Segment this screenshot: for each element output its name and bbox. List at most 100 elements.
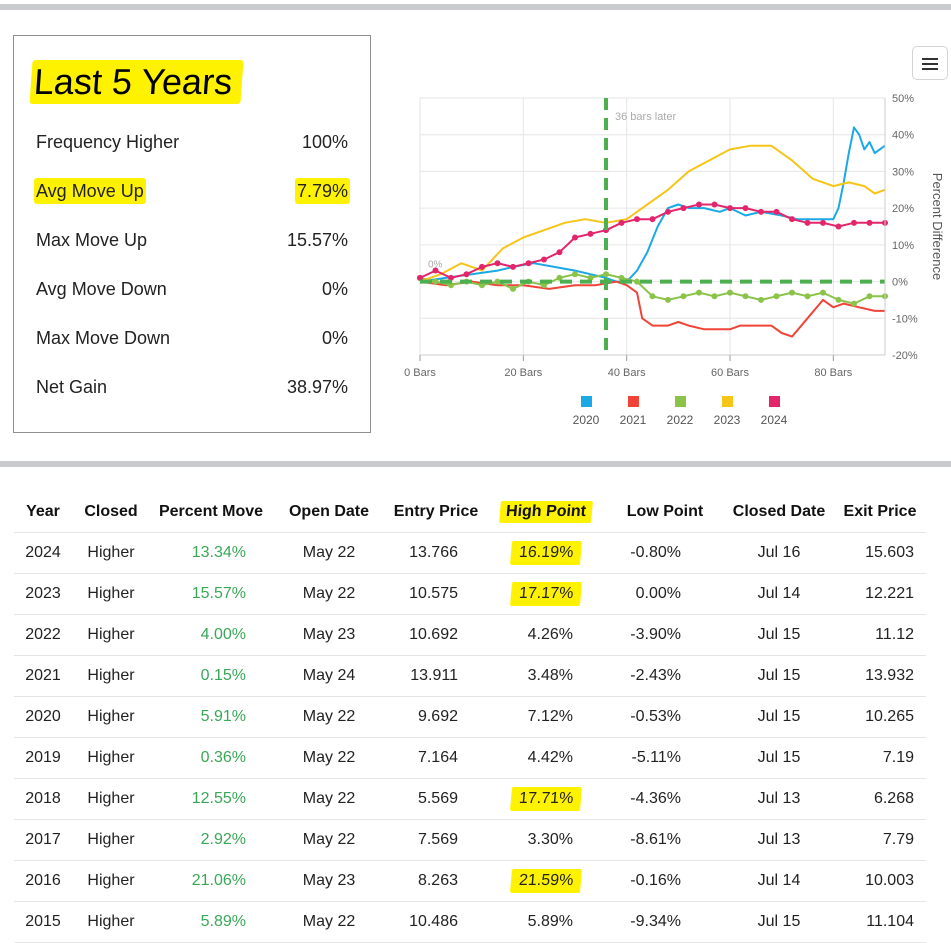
series-point-2022 xyxy=(711,293,718,300)
cell-percent-move: 21.06% xyxy=(150,860,272,902)
high-point-highlight: 21.59% xyxy=(509,869,583,893)
table-row: 2024 Higher 13.34% May 22 13.766 16.19% -0.80%… xyxy=(14,532,926,574)
stat-value: 15.57% xyxy=(286,230,348,250)
x-tick-label: 60 Bars xyxy=(711,367,749,379)
cell-exit-price: 10.003 xyxy=(834,860,926,902)
cell-closed-date: Jul 15 xyxy=(724,614,834,656)
middle-divider xyxy=(0,461,951,467)
legend-label-2021[interactable]: 2021 xyxy=(620,413,647,427)
cell-closed-date: Jul 15 xyxy=(724,901,834,943)
cell-open-date: May 22 xyxy=(272,819,386,861)
series-point-2024 xyxy=(742,205,749,212)
series-point-2024 xyxy=(634,216,640,223)
cell-entry-price: 9.692 xyxy=(386,696,486,738)
cell-low-point: -0.53% xyxy=(606,696,724,738)
cell-entry-price: 8.263 xyxy=(386,860,486,902)
table-row: 2023 Higher 15.57% May 22 10.575 17.17% 0.00% J… xyxy=(14,573,926,615)
legend-label-2022[interactable]: 2022 xyxy=(667,413,694,427)
series-point-2022 xyxy=(556,274,563,281)
series-point-2024 xyxy=(463,271,470,278)
table-row: 2022 Higher 4.00% May 23 10.692 4.26% -3.90% Ju… xyxy=(14,614,926,656)
cell-high-point: 7.12% xyxy=(486,696,606,738)
col-header-open-date[interactable]: Open Date xyxy=(272,492,386,533)
cell-exit-price: 15.603 xyxy=(834,532,926,574)
col-header-low-point[interactable]: Low Point xyxy=(606,492,724,533)
cell-year: 2022 xyxy=(14,614,72,656)
cell-closed: Higher xyxy=(72,696,150,738)
col-header-year[interactable]: Year xyxy=(14,492,72,533)
col-header-percent-move[interactable]: Percent Move xyxy=(150,492,272,533)
col-header-exit-price[interactable]: Exit Price xyxy=(834,492,926,533)
cell-low-point: -5.11% xyxy=(606,737,724,779)
high-point-highlight: 17.17% xyxy=(509,582,583,606)
cell-closed-date: Jul 13 xyxy=(724,778,834,820)
series-point-2022 xyxy=(587,274,594,281)
cell-open-date: May 22 xyxy=(272,901,386,943)
stat-row-avg-move-up: Avg Move Up 7.79% xyxy=(34,178,350,204)
stat-row-max-move-down: Max Move Down 0% xyxy=(34,325,350,351)
y-tick-label: 0% xyxy=(892,277,908,289)
cell-closed: Higher xyxy=(72,655,150,697)
legend-swatch-2022 xyxy=(675,396,686,407)
cell-closed: Higher xyxy=(72,573,150,615)
top-divider xyxy=(0,4,951,10)
series-point-2022 xyxy=(649,293,656,300)
col-header-closed[interactable]: Closed xyxy=(72,492,150,533)
x-tick-label: 80 Bars xyxy=(814,367,852,379)
cell-percent-move: 2.92% xyxy=(150,819,272,861)
series-line-2023 xyxy=(419,144,886,283)
cell-high-point: 3.48% xyxy=(486,655,606,697)
series-line-2020 xyxy=(419,126,886,283)
series-point-2024 xyxy=(525,260,532,267)
cell-year: 2017 xyxy=(14,819,72,861)
series-point-2022 xyxy=(866,293,873,300)
cell-exit-price: 11.104 xyxy=(834,901,926,943)
series-point-2022 xyxy=(804,293,811,300)
cell-open-date: May 23 xyxy=(272,614,386,656)
series-point-2022 xyxy=(696,289,702,296)
series-point-2024 xyxy=(448,274,454,281)
col-header-entry-price[interactable]: Entry Price xyxy=(386,492,486,533)
stat-label: Frequency Higher xyxy=(36,132,180,152)
cell-year: 2018 xyxy=(14,778,72,820)
cell-year: 2023 xyxy=(14,573,72,615)
series-point-2022 xyxy=(851,300,857,307)
legend-label-2023[interactable]: 2023 xyxy=(714,413,741,427)
series-point-2024 xyxy=(494,260,501,267)
cell-closed-date: Jul 13 xyxy=(724,819,834,861)
zero-label: 0% xyxy=(428,260,443,271)
legend-label-2024[interactable]: 2024 xyxy=(761,413,788,427)
stat-row-net-gain: Net Gain 38.97% xyxy=(34,374,350,400)
col-header-high-point[interactable]: High Point xyxy=(486,492,606,533)
stat-value: 0% xyxy=(321,328,348,348)
table-row: 2020 Higher 5.91% May 22 9.692 7.12% -0.53% Jul… xyxy=(14,696,926,738)
cell-open-date: May 22 xyxy=(272,532,386,574)
cell-high-point: 4.42% xyxy=(486,737,606,779)
x-tick-label: 40 Bars xyxy=(608,367,646,379)
table-row: 2016 Higher 21.06% May 23 8.263 21.59% -0.16% J… xyxy=(14,860,926,902)
series-point-2022 xyxy=(665,296,671,303)
series-point-2022 xyxy=(541,282,547,289)
cell-percent-move: 4.00% xyxy=(150,614,272,656)
stat-label: Max Move Down xyxy=(36,328,171,348)
cell-open-date: May 22 xyxy=(272,573,386,615)
series-point-2022 xyxy=(727,289,733,296)
series-point-2024 xyxy=(665,208,671,215)
x-tick-label: 20 Bars xyxy=(504,367,542,379)
table-row: 2015 Higher 5.89% May 22 10.486 5.89% -9.34% Ju… xyxy=(14,901,926,943)
cell-exit-price: 12.221 xyxy=(834,573,926,615)
chart-axes: 50% 40% 30% 20% 10% 0% -10% -20% 0 Bars 20 Bars 40… xyxy=(404,93,945,379)
col-header-closed-date[interactable]: Closed Date xyxy=(724,492,834,533)
cell-entry-price: 5.569 xyxy=(386,778,486,820)
cell-closed: Higher xyxy=(72,532,150,574)
cell-year: 2020 xyxy=(14,696,72,738)
cell-open-date: May 23 xyxy=(272,860,386,902)
legend-label-2020[interactable]: 2020 xyxy=(573,413,600,427)
y-tick-label: 30% xyxy=(892,166,914,178)
seasonal-line-chart: 50% 40% 30% 20% 10% 0% -10% -20% 0 Bars 20 Bars 40… xyxy=(404,93,945,427)
y-axis-title: Percent Difference xyxy=(930,173,945,280)
table-row: 2017 Higher 2.92% May 22 7.569 3.30% -8.61% Jul… xyxy=(14,819,926,861)
chart-menu-button[interactable] xyxy=(912,46,948,80)
series-point-2022 xyxy=(572,271,578,278)
high-point-highlight: 17.71% xyxy=(509,787,583,811)
